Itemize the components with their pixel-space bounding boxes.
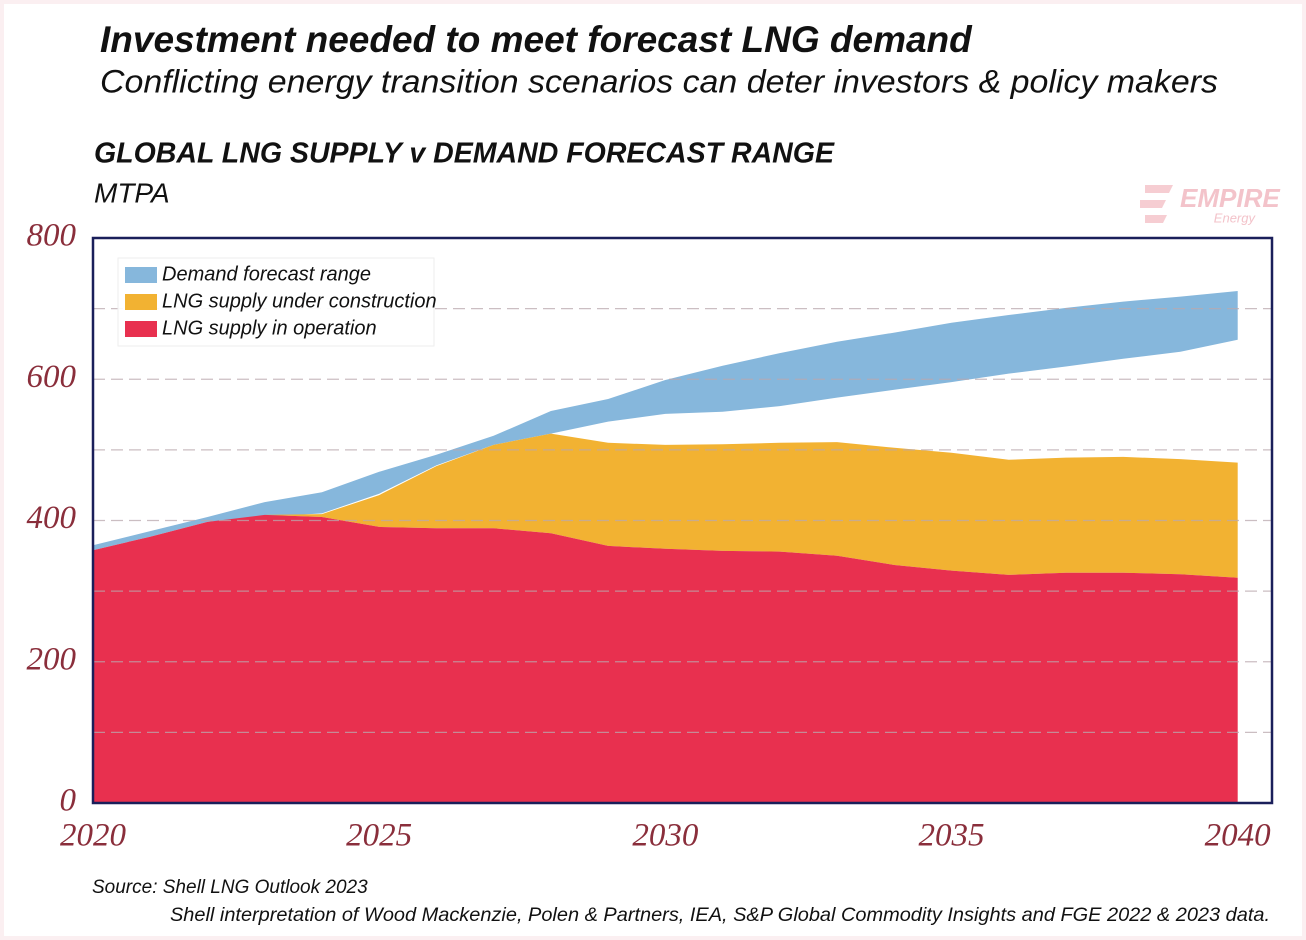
x-tick-label: 2025 <box>346 818 412 854</box>
source: Source: Shell LNG Outlook 2023 <box>92 877 368 898</box>
y-tick-label: 0 <box>60 783 77 819</box>
y-tick-label: 800 <box>27 218 77 254</box>
area <box>93 433 1238 578</box>
legend-swatch <box>125 294 157 310</box>
x-tick-label: 2040 <box>1205 818 1272 854</box>
y-axis-label: MTPA <box>94 177 170 208</box>
x-tick-label: 2020 <box>60 818 127 854</box>
y-tick-label: 400 <box>27 500 77 536</box>
x-tick-label: 2035 <box>918 818 984 854</box>
legend: Demand forecast range LNG supply under co… <box>117 257 437 347</box>
demand-band <box>93 291 1238 551</box>
chart-title: GLOBAL LNG SUPPLY v DEMAND FORECAST RANG… <box>94 138 836 170</box>
x-tick-label: 2030 <box>632 818 699 854</box>
source-note: Shell interpretation of Wood Mackenzie, … <box>170 905 1270 926</box>
legend-label: Demand forecast range <box>162 263 371 285</box>
logo-icon <box>1140 185 1173 223</box>
legend-swatch <box>125 267 157 283</box>
legend-label: LNG supply in operation <box>162 317 377 339</box>
plot-area <box>93 291 1272 803</box>
logo-tagline: Energy <box>1214 210 1257 225</box>
y-tick-label: 600 <box>27 359 77 395</box>
subtitle: Conflicting energy transition scenarios … <box>100 63 1218 99</box>
title: Investment needed to meet forecast LNG d… <box>100 19 973 60</box>
logo-name: EMPIRE <box>1180 183 1280 213</box>
legend-box <box>117 257 435 347</box>
area <box>93 514 1238 803</box>
y-tick-label: 200 <box>27 641 77 677</box>
plot-frame <box>91 236 1274 805</box>
legend-swatch <box>125 321 157 337</box>
legend-label: LNG supply under construction <box>162 290 437 312</box>
